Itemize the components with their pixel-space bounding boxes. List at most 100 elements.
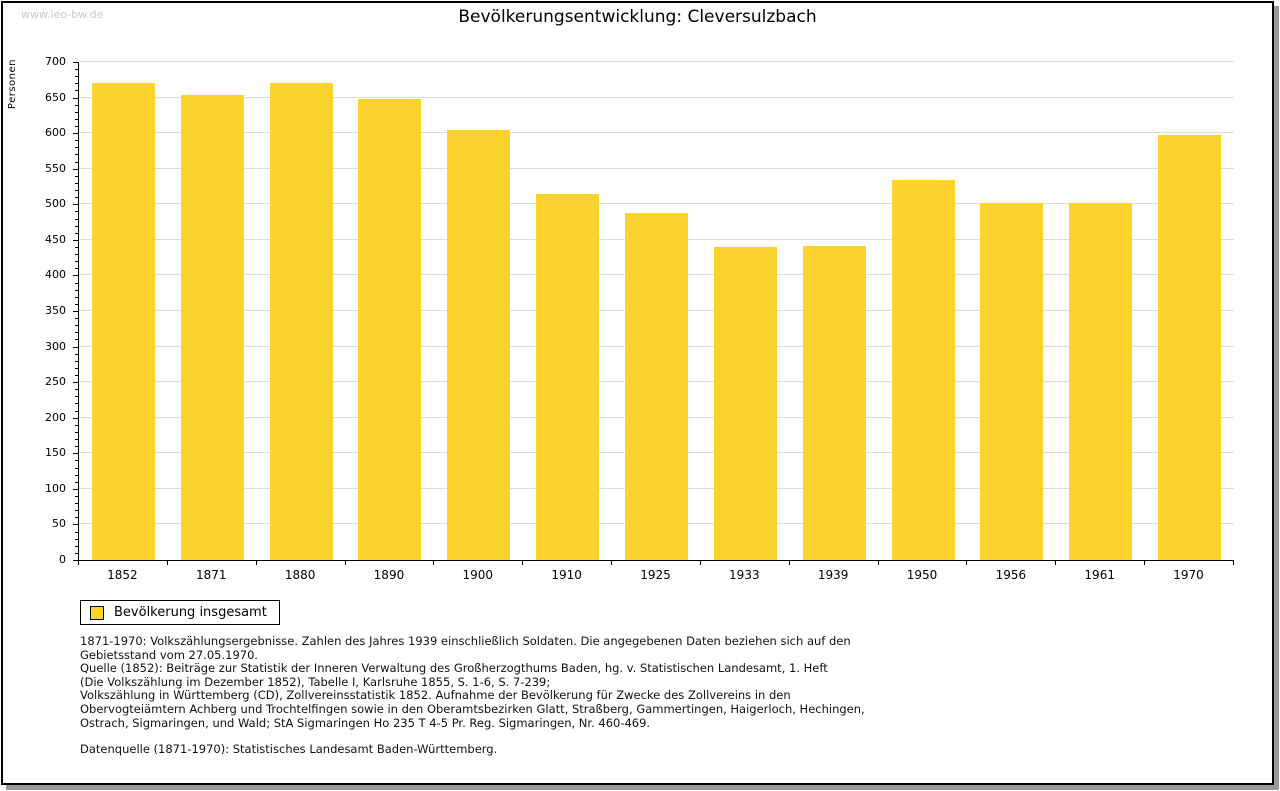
x-tick-label: 1890 [373, 568, 405, 582]
bar-cell [346, 62, 435, 560]
y-minor-tick [75, 538, 78, 540]
footer-line: Obervogteiämtern Achberg und Trochtelfin… [80, 701, 865, 716]
y-minor-tick [75, 126, 78, 128]
x-tick [877, 561, 879, 565]
y-tick-label: 50 [52, 517, 66, 531]
legend: Bevölkerung insgesamt [80, 600, 280, 625]
y-tick-label: 700 [45, 55, 66, 68]
x-tick [433, 561, 435, 565]
x-tick-label: 1880 [284, 568, 316, 582]
y-minor-tick [75, 481, 78, 483]
x-tick [1055, 561, 1057, 565]
bar-cell [1145, 62, 1234, 560]
y-minor-tick [75, 211, 78, 213]
y-minor-tick [75, 111, 78, 113]
y-tick-label: 0 [59, 553, 66, 566]
plot-area [78, 61, 1234, 561]
y-minor-tick [75, 339, 78, 341]
y-minor-tick [75, 389, 78, 391]
bar [980, 202, 1044, 560]
x-tick [166, 561, 168, 565]
bar [536, 194, 600, 560]
y-minor-tick [75, 439, 78, 441]
y-minor-tick [75, 353, 78, 355]
y-minor-tick [75, 175, 78, 177]
y-minor-tick [75, 531, 78, 533]
bar-cell [434, 62, 523, 560]
bar [624, 212, 688, 560]
y-minor-tick [75, 161, 78, 163]
y-tick-label: 400 [45, 268, 66, 282]
bar-cell [1056, 62, 1145, 560]
x-tick [1144, 561, 1146, 565]
y-tick-label: 100 [45, 481, 66, 495]
y-tick-label: 650 [45, 90, 66, 104]
y-minor-tick [75, 232, 78, 234]
bar [269, 82, 333, 560]
y-tick-label: 150 [45, 446, 66, 460]
watermark: www.leo-bw.de [21, 8, 104, 21]
legend-label: Bevölkerung insgesamt [114, 605, 267, 620]
bar-cell [879, 62, 968, 560]
x-tick-label: 1961 [1084, 568, 1115, 582]
y-minor-tick [75, 254, 78, 256]
bar-cell [168, 62, 257, 560]
y-minor-tick [75, 182, 78, 184]
y-minor-tick [75, 90, 78, 92]
y-tick-label: 550 [45, 161, 66, 175]
y-minor-tick [75, 268, 78, 270]
y-major-tick [73, 275, 78, 277]
x-tick [522, 561, 524, 565]
x-tick-label: 1925 [640, 568, 671, 582]
y-minor-tick [75, 318, 78, 320]
gridline [79, 167, 1234, 169]
y-minor-tick [75, 190, 78, 192]
y-tick-label: 300 [45, 339, 66, 353]
footer-notes: 1871-1970: Volkszählungsergebnisse. Zahl… [80, 634, 1210, 757]
y-major-tick [73, 168, 78, 170]
y-minor-tick [75, 282, 78, 284]
bar [91, 82, 155, 560]
y-major-tick [73, 346, 78, 348]
x-tick-label: 1900 [462, 568, 494, 582]
x-tick [78, 561, 79, 565]
chart-title: Bevölkerungsentwicklung: Cleversulzbach [458, 7, 817, 27]
bar [1158, 135, 1222, 560]
y-minor-tick [75, 410, 78, 412]
y-minor-tick [75, 140, 78, 142]
y-minor-tick [75, 104, 78, 106]
y-major-tick [73, 239, 78, 241]
footer-line: 1871-1970: Volkszählungsergebnisse. Zahl… [80, 634, 851, 648]
y-minor-tick [75, 83, 78, 85]
y-minor-tick [75, 246, 78, 248]
x-tick [699, 561, 701, 565]
y-tick-label: 500 [45, 197, 66, 211]
bar-cell [967, 62, 1056, 560]
y-minor-tick [75, 503, 78, 505]
bar [447, 130, 511, 560]
y-minor-tick [75, 474, 78, 476]
footer-line: Gebietsstand vom 27.05.1970. [80, 647, 259, 662]
bar [180, 95, 244, 560]
y-tick-label: 600 [45, 126, 66, 140]
bars [79, 62, 1234, 560]
y-major-tick [73, 560, 78, 561]
x-tick [1233, 561, 1234, 565]
gridline [79, 96, 1234, 98]
bar [358, 99, 422, 560]
y-minor-tick [75, 360, 78, 362]
y-major-tick [73, 204, 78, 206]
y-minor-tick [75, 147, 78, 149]
gridline [79, 203, 1234, 205]
x-tick-label: 1939 [817, 568, 849, 582]
y-major-tick [73, 97, 78, 99]
y-tick-label: 200 [45, 410, 66, 424]
x-tick [788, 561, 790, 565]
datasource-line: Datenquelle (1871-1970): Statistisches L… [80, 742, 498, 757]
y-minor-tick [75, 118, 78, 120]
footer-line: Volkszählung in Württemberg (CD), Zollve… [80, 688, 791, 703]
bar [1069, 202, 1133, 560]
y-minor-tick [75, 517, 78, 519]
footer-line: Quelle (1852): Beiträge zur Statistik de… [80, 661, 828, 676]
